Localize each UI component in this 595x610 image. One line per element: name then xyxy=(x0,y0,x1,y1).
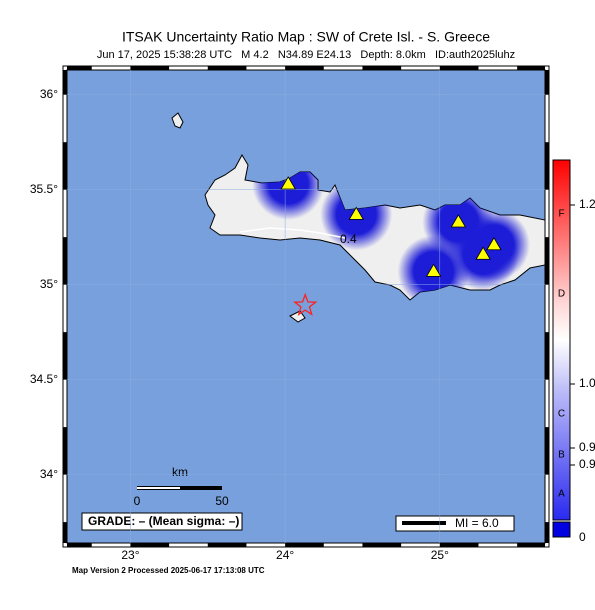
frame-segment xyxy=(517,66,545,70)
lon-label: 23° xyxy=(121,548,139,562)
colorbar-letter: F xyxy=(558,209,564,220)
frame-segment xyxy=(362,66,402,70)
frame-segment xyxy=(545,427,549,475)
mi: MI = 6.0 xyxy=(455,516,499,530)
colorbar-letter: D xyxy=(558,289,565,300)
subtitle: Jun 17, 2025 15:38:28 UTC M 4.2 N34.89 E… xyxy=(97,49,515,61)
frame xyxy=(62,65,550,548)
frame-segment xyxy=(545,522,549,543)
scale-end: 50 xyxy=(215,494,229,508)
frame-segment xyxy=(67,66,92,70)
colorbar-tick-label: 0.9 xyxy=(579,440,595,454)
frame-segment xyxy=(63,70,67,95)
frame-segment xyxy=(63,332,67,380)
frame-segment xyxy=(517,543,545,547)
title: ITSAK Uncertainty Ratio Map : SW of Cret… xyxy=(122,29,490,45)
frame-segment xyxy=(545,237,549,285)
sea xyxy=(67,70,545,543)
frame-segment xyxy=(285,66,324,70)
frame-segment xyxy=(545,332,549,380)
island xyxy=(171,112,184,129)
frame-segment xyxy=(207,66,247,70)
scale-start: 0 xyxy=(134,494,141,508)
station xyxy=(450,214,467,228)
epicenter xyxy=(292,292,318,316)
mi-box xyxy=(395,515,515,532)
colorbar-zero-label: 0 xyxy=(579,530,586,544)
station xyxy=(348,206,364,220)
grade: GRADE: – (Mean sigma: –) xyxy=(88,514,239,528)
frame-segment xyxy=(439,66,479,70)
frame-segment xyxy=(362,543,402,547)
frame-segment xyxy=(285,543,324,547)
colorbar-letter: A xyxy=(558,489,565,500)
station xyxy=(475,246,491,260)
contour xyxy=(239,227,346,239)
station xyxy=(425,263,442,277)
colorbar-tick-label: 1.2 xyxy=(579,197,595,211)
station xyxy=(280,176,296,190)
lon-label: 25° xyxy=(431,548,449,562)
lat-label: 35.5° xyxy=(30,182,58,196)
frame-segment xyxy=(545,142,549,190)
frame-segment xyxy=(63,522,67,543)
contour-label: 0.4 xyxy=(340,232,357,246)
grade-box xyxy=(81,512,243,531)
lon-label: 24° xyxy=(276,548,294,562)
colorbar-tick-label: 0.9 xyxy=(579,457,595,471)
frame-segment xyxy=(545,70,549,95)
colorbar-letter: B xyxy=(558,450,565,461)
frame-segment xyxy=(207,543,247,547)
frame-segment xyxy=(63,237,67,285)
lat-label: 36° xyxy=(40,87,58,101)
frame-segment xyxy=(63,427,67,475)
gavdos xyxy=(289,310,306,323)
frame-segment xyxy=(130,543,170,547)
lat-label: 35° xyxy=(40,277,58,291)
lat-label: 34.5° xyxy=(30,372,58,386)
scale-unit: km xyxy=(172,465,188,479)
colorbar-letter: C xyxy=(558,409,565,420)
frame-segment xyxy=(439,543,479,547)
frame-segment xyxy=(67,543,92,547)
colorbar-zero xyxy=(552,521,571,538)
frame-segment xyxy=(130,66,170,70)
station xyxy=(486,236,502,251)
frame-segment xyxy=(63,142,67,190)
footer: Map Version 2 Processed 2025-06-17 17:13… xyxy=(72,566,265,575)
colorbar-tick-label: 1.0 xyxy=(579,376,595,390)
colorbar xyxy=(552,159,571,521)
lat-label: 34° xyxy=(40,467,58,481)
